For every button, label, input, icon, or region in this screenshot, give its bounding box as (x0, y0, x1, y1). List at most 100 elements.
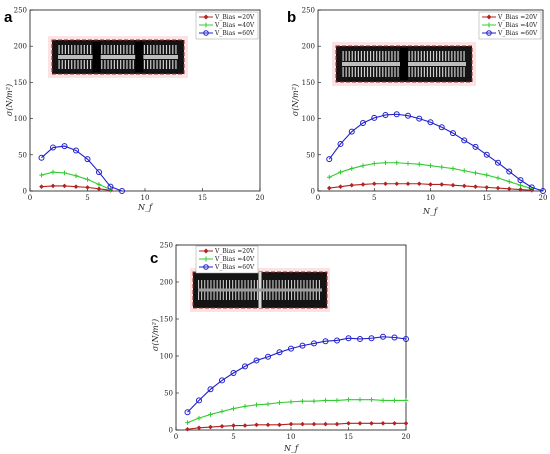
data-point-b-v60 (427, 119, 434, 126)
series-group-b (326, 111, 546, 194)
data-point-c-v20 (242, 423, 248, 428)
data-point-c-v60 (265, 353, 271, 360)
data-point-b-v60 (393, 111, 400, 118)
legend-b-v60: V_Bias =60V (497, 30, 538, 37)
y-tick-label-c: 250 (160, 242, 173, 250)
y-tick-label-a: 0 (23, 188, 27, 196)
x-tick-label-b: 20 (539, 194, 548, 202)
x-tick-label-b: 0 (316, 194, 320, 202)
data-point-b-v60 (528, 184, 535, 191)
data-point-b-v40 (506, 179, 512, 184)
data-point-c-v20 (219, 424, 225, 429)
data-point-b-v20 (428, 182, 433, 187)
x-tick-label-a: 15 (198, 194, 207, 202)
x-axis-label-c: N_f (283, 444, 300, 453)
data-point-c-v40 (277, 400, 282, 405)
data-point-b-v40 (349, 166, 355, 171)
x-tick-label-a: 10 (141, 194, 150, 202)
data-point-c-v20 (369, 421, 374, 426)
data-point-b-v40 (518, 182, 523, 188)
data-point-c-v60 (311, 340, 317, 347)
data-point-c-v40 (254, 402, 259, 408)
y-tick-label-b: 100 (302, 115, 315, 123)
x-ticks-b: 0 5 10 15 20 (316, 188, 548, 202)
device-inset-b (332, 42, 476, 86)
data-point-b-v40 (326, 174, 332, 180)
data-point-c-v60 (322, 338, 329, 345)
data-point-b-v60 (495, 159, 501, 166)
data-point-c-v20 (300, 421, 305, 427)
device-inset-c (190, 268, 330, 312)
data-point-a-v40 (50, 169, 56, 175)
data-point-c-v40 (231, 406, 236, 411)
data-point-c-v20 (346, 421, 351, 426)
legend-c-v60: V_Bias =60V (214, 264, 255, 271)
x-axis-label-a: N_f (137, 203, 154, 212)
data-point-c-v20 (323, 421, 328, 427)
y-tick-label-b: 200 (302, 43, 315, 51)
data-point-c-v60 (345, 335, 352, 342)
data-point-c-v20 (403, 421, 409, 426)
data-point-b-v40 (473, 170, 478, 176)
y-ticks-b: 0 50 100 150 200 250 (302, 7, 321, 196)
x-ticks-a: 0 5 10 15 20 (28, 188, 264, 202)
legend-a-v60: V_Bias =60V (214, 30, 255, 37)
data-point-c-v60 (368, 335, 375, 342)
data-point-c-v40 (242, 404, 248, 409)
data-point-b-v20 (439, 182, 445, 187)
data-point-b-v40 (405, 161, 411, 166)
series-line-b-v60 (328, 113, 544, 192)
data-point-c-v40 (265, 401, 271, 407)
data-point-c-v40 (380, 398, 386, 403)
legend-c-v40: V_Bias =40V (214, 256, 255, 263)
data-point-c-v20 (288, 421, 294, 427)
data-point-b-v40 (484, 172, 490, 178)
data-point-a-v40 (96, 182, 102, 187)
legend-a-v40: V_Bias =40V (214, 22, 255, 29)
x-tick-label-b: 15 (482, 194, 491, 202)
data-point-b-v40 (360, 163, 366, 168)
data-point-c-v20 (392, 421, 397, 426)
data-point-b-v20 (360, 182, 366, 187)
data-point-b-v20 (416, 181, 422, 187)
data-point-c-v40 (300, 398, 305, 404)
data-point-c-v20 (196, 425, 202, 431)
y-tick-label-b: 150 (302, 79, 315, 87)
data-point-c-v20 (254, 422, 259, 428)
data-point-c-v60 (403, 335, 409, 342)
data-point-b-v40 (371, 161, 377, 166)
data-point-c-v60 (357, 335, 363, 342)
data-point-b-v60 (382, 111, 389, 118)
series-group-a (38, 143, 125, 194)
data-point-b-v40 (394, 160, 400, 166)
data-point-b-v60 (483, 151, 490, 158)
data-point-a-v40 (62, 170, 67, 176)
x-ticks-c: 0 5 10 15 20 (174, 427, 410, 441)
data-point-b-v20 (495, 185, 501, 191)
x-tick-label-a: 5 (85, 194, 89, 202)
data-point-c-v20 (185, 426, 190, 432)
data-point-b-v20 (405, 181, 411, 187)
y-axis-label-b: σ(N/m²) (291, 84, 300, 116)
data-point-a-v60 (107, 183, 114, 190)
data-point-c-v40 (403, 398, 409, 403)
panel-b: b 0 50 100 150 200 250 0 5 10 15 20 N_f σ(N/m²) V… (287, 7, 547, 217)
y-tick-label-b: 50 (306, 151, 315, 159)
data-point-b-v40 (450, 166, 456, 171)
x-tick-label-c: 5 (231, 433, 235, 441)
x-tick-label-b: 5 (372, 194, 376, 202)
y-tick-label-a: 100 (14, 115, 27, 123)
data-point-b-v60 (371, 114, 378, 121)
data-point-b-v60 (337, 140, 344, 147)
y-tick-label-a: 150 (14, 79, 27, 87)
data-point-c-v60 (299, 342, 306, 349)
data-point-c-v20 (380, 421, 386, 426)
data-point-c-v20 (231, 423, 236, 428)
data-point-b-v40 (338, 169, 343, 175)
data-point-b-v60 (517, 177, 524, 184)
panel-letter-c: c (150, 250, 158, 267)
data-point-a-v20 (62, 183, 67, 189)
data-point-b-v20 (394, 181, 400, 187)
data-point-c-v60 (207, 386, 214, 393)
y-axis-label-c: σ(N/m²) (151, 319, 160, 351)
